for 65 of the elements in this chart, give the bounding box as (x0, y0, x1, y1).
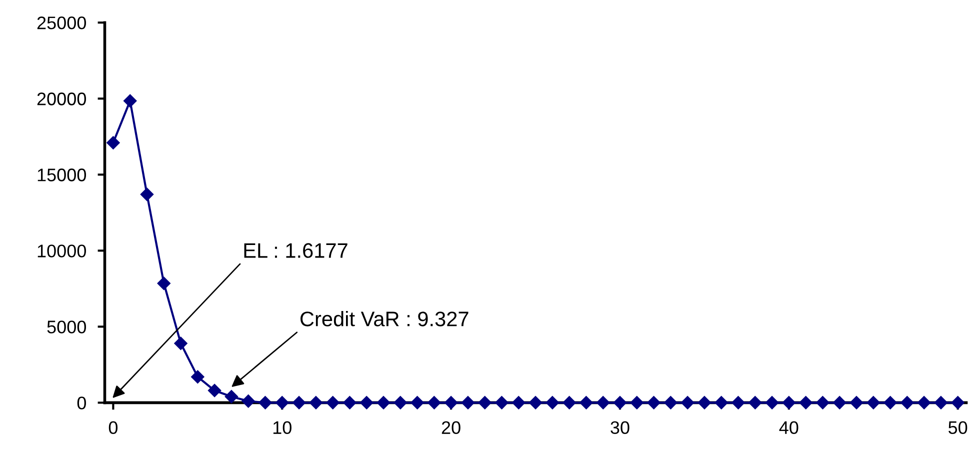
x-tick-label: 40 (779, 421, 798, 434)
point (528, 396, 542, 410)
point (917, 396, 931, 410)
point (714, 396, 728, 410)
point (732, 396, 745, 410)
point (495, 396, 508, 410)
point (444, 396, 458, 410)
point (191, 370, 204, 384)
point (309, 396, 322, 410)
point (596, 396, 610, 410)
point (157, 276, 170, 290)
point (208, 384, 222, 398)
y-tick-label: 15000 (38, 168, 86, 182)
point (900, 396, 914, 410)
x-tick-label: 10 (273, 421, 292, 434)
point (124, 94, 137, 108)
annotation: EL : 1.6177 (244, 243, 348, 258)
point (580, 396, 593, 410)
x-tick-label: 30 (610, 421, 630, 434)
point (376, 396, 390, 410)
point (866, 396, 880, 410)
point (613, 396, 627, 410)
point (562, 396, 576, 410)
point (174, 336, 188, 350)
y-tick-label: 20000 (37, 92, 86, 106)
point (951, 396, 964, 410)
point (934, 396, 948, 410)
point (258, 396, 272, 410)
point (799, 396, 812, 410)
point (276, 396, 289, 410)
point (630, 396, 644, 410)
point (242, 394, 255, 408)
point (461, 396, 475, 410)
point (428, 396, 441, 410)
point (850, 396, 864, 410)
x-tick-label: 0 (108, 421, 118, 434)
point (664, 396, 678, 410)
x-tick-label: 20 (442, 421, 460, 434)
point (512, 396, 526, 410)
point (546, 396, 559, 410)
point (478, 396, 492, 410)
point (326, 396, 340, 410)
point (224, 390, 238, 404)
y-tick-label: 25000 (37, 16, 86, 30)
point (394, 396, 407, 410)
x-tick-label: 50 (948, 421, 968, 434)
point (343, 396, 356, 410)
point (360, 396, 374, 410)
point (292, 396, 306, 410)
point (832, 396, 846, 410)
y-tick-label: 10000 (38, 244, 86, 258)
point (884, 396, 897, 410)
point (410, 396, 424, 410)
annotation: Credit VaR : 9.327 (300, 311, 468, 326)
point (698, 396, 712, 410)
point (647, 396, 660, 410)
point (765, 396, 779, 410)
point (680, 396, 694, 410)
point (782, 396, 796, 410)
y-tick-label: 0 (77, 396, 86, 410)
y-tick-label: 5000 (47, 320, 86, 334)
point (106, 136, 120, 150)
point (748, 396, 762, 410)
point (140, 188, 154, 201)
point (816, 396, 830, 410)
